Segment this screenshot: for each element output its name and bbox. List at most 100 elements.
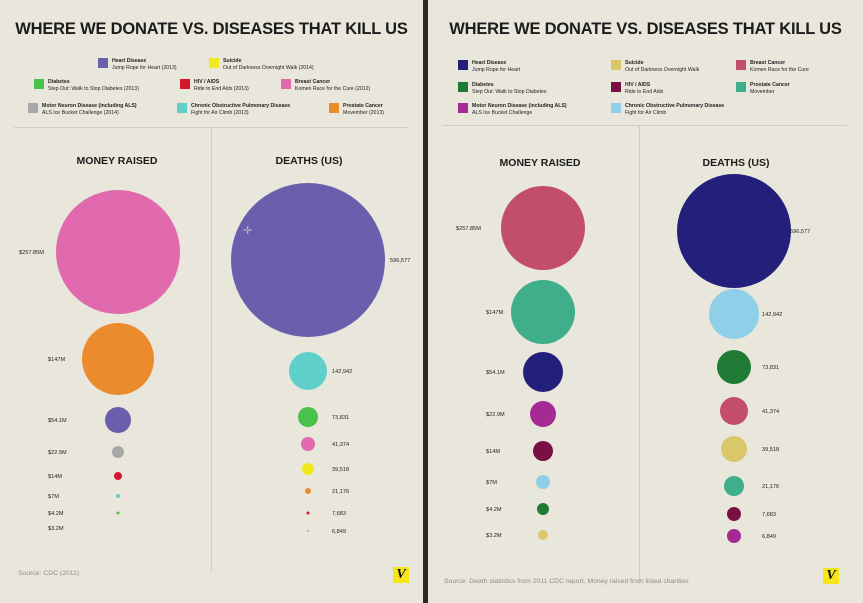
- legend-disease-name: HIV / AIDS: [194, 79, 220, 85]
- deaths-bubble: [306, 511, 310, 515]
- money-bubble: [536, 475, 550, 489]
- legend-fundraiser: Movember: [750, 88, 775, 95]
- money-value-label: $3.2M: [48, 526, 64, 532]
- deaths-value-label: 596,577: [790, 229, 810, 235]
- deaths-value-label: 73,831: [762, 365, 779, 371]
- money-value-label: $22.9M: [486, 412, 505, 418]
- left-infographic: WHERE WE DONATE VS. DISEASES THAT KILL U…: [0, 0, 423, 603]
- deaths-value-label: 142,942: [762, 312, 782, 318]
- legend-swatch: [209, 58, 219, 68]
- legend-disease-name: Breast Cancer: [750, 60, 786, 66]
- money-value-label: $54.1M: [48, 418, 67, 424]
- money-value-label: $257.85M: [19, 250, 44, 256]
- legend-swatch: [611, 60, 621, 70]
- money-bubble: [511, 280, 575, 344]
- legend-disease-name: Motor Neuron Disease (including ALS): [472, 103, 567, 109]
- deaths-value-label: 41,374: [332, 442, 349, 448]
- legend-fundraiser: Komen Race for the Cure: [750, 66, 809, 73]
- legend-disease-name: Prostate Cancer: [750, 82, 790, 88]
- vox-logo: V: [823, 568, 839, 584]
- deaths-bubble: [231, 183, 385, 337]
- legend-disease-name: HIV / AIDS: [625, 82, 651, 88]
- legend-fundraiser: ALS Ice Bucket Challenge: [472, 109, 533, 116]
- money-bubble: [523, 352, 563, 392]
- money-bubble: [533, 441, 553, 461]
- legend-swatch: [98, 58, 108, 68]
- legend-swatch: [458, 103, 468, 113]
- money-bubble: [82, 323, 154, 395]
- source-note: Source: CDC (2011): [18, 570, 80, 577]
- legend-fundraiser: Ride to End Aids (2013): [194, 85, 249, 92]
- legend-fundraiser: Out of Darkness Overnight Walk: [625, 66, 700, 73]
- deaths-value-label: 7,683: [332, 511, 346, 517]
- chart-title: WHERE WE DONATE VS. DISEASES THAT KILL U…: [15, 20, 408, 38]
- deaths-bubble: [307, 530, 309, 532]
- deaths-value-label: 6,849: [332, 529, 346, 535]
- legend-disease-name: Suicide: [625, 60, 644, 66]
- deaths-title: DEATHS (US): [702, 157, 770, 169]
- legend-swatch: [458, 60, 468, 70]
- legend-fundraiser: Fight for Air Climb: [625, 109, 667, 116]
- deaths-value-label: 21,176: [332, 489, 349, 495]
- deaths-bubble: [709, 289, 759, 339]
- money-value-label: $7M: [486, 480, 497, 486]
- legend-swatch: [177, 103, 187, 113]
- legend-disease-name: Prostate Cancer: [343, 103, 383, 109]
- legend-fundraiser: Out of Darkness Overnight Walk (2014): [223, 64, 314, 71]
- money-value-label: $147M: [48, 357, 65, 363]
- deaths-value-label: 41,374: [762, 409, 779, 415]
- money-bubble: [538, 530, 548, 540]
- deaths-bubble: [301, 437, 315, 451]
- deaths-bubble: [298, 407, 318, 427]
- legend-fundraiser: ALS Ice Bucket Challenge (2014): [42, 109, 119, 116]
- money-bubble: [112, 446, 124, 458]
- divider: [442, 125, 847, 126]
- deaths-value-label: 7,683: [762, 512, 776, 518]
- money-value-label: $14M: [48, 474, 62, 480]
- vox-logo: V: [393, 567, 409, 583]
- source-note: Source: Death statistics from 2011 CDC r…: [444, 578, 689, 585]
- money-bubble: [537, 503, 549, 515]
- deaths-value-label: 39,518: [332, 467, 349, 473]
- money-value-label: $4.2M: [48, 511, 64, 517]
- deaths-bubble: [289, 352, 327, 390]
- right-infographic: WHERE WE DONATE VS. DISEASES THAT KILL U…: [428, 0, 863, 603]
- legend-disease-name: Motor Neuron Disease (including ALS): [42, 103, 137, 109]
- money-value-label: $147M: [486, 310, 503, 316]
- money-value-label: $3.2M: [486, 533, 502, 539]
- money-value-label: $22.9M: [48, 450, 67, 456]
- money-value-label: $14M: [486, 449, 500, 455]
- legend-swatch: [736, 82, 746, 92]
- deaths-value-label: 596,577: [390, 258, 410, 264]
- deaths-bubble: [717, 350, 751, 384]
- money-bubble: [114, 472, 122, 480]
- deaths-bubble: [302, 463, 314, 475]
- deaths-title: DEATHS (US): [275, 155, 343, 167]
- legend-fundraiser: Jump Rope for Heart (2013): [112, 64, 177, 71]
- chart-title: WHERE WE DONATE VS. DISEASES THAT KILL U…: [449, 20, 842, 38]
- legend-fundraiser: Step Out: Walk to Stop Diabetes: [472, 88, 547, 95]
- legend-disease-name: Heart Disease: [112, 58, 147, 64]
- money-value-label: $7M: [48, 494, 59, 500]
- legend-swatch: [28, 103, 38, 113]
- legend-swatch: [180, 79, 190, 89]
- money-bubble: [116, 511, 120, 515]
- legend-swatch: [281, 79, 291, 89]
- money-raised-title: MONEY RAISED: [499, 157, 581, 169]
- legend-fundraiser: Fight for Air Climb (2013): [191, 109, 249, 116]
- money-value-label: $4.2M: [486, 507, 502, 513]
- legend-swatch: [34, 79, 44, 89]
- money-value-label: $257.85M: [456, 226, 481, 232]
- legend-disease-name: Chronic Obstructive Pulmonary Disease: [625, 103, 725, 109]
- deaths-value-label: 21,176: [762, 484, 779, 490]
- deaths-bubble: [727, 529, 741, 543]
- deaths-bubble: [720, 397, 748, 425]
- deaths-bubble: [721, 436, 747, 462]
- legend-swatch: [611, 82, 621, 92]
- money-raised-title: MONEY RAISED: [76, 155, 158, 167]
- money-bubble: [501, 186, 585, 270]
- legend-swatch: [458, 82, 468, 92]
- legend-disease-name: Breast Cancer: [295, 79, 331, 85]
- cursor-crosshair-icon: ✛: [243, 225, 253, 237]
- deaths-value-label: 39,518: [762, 447, 779, 453]
